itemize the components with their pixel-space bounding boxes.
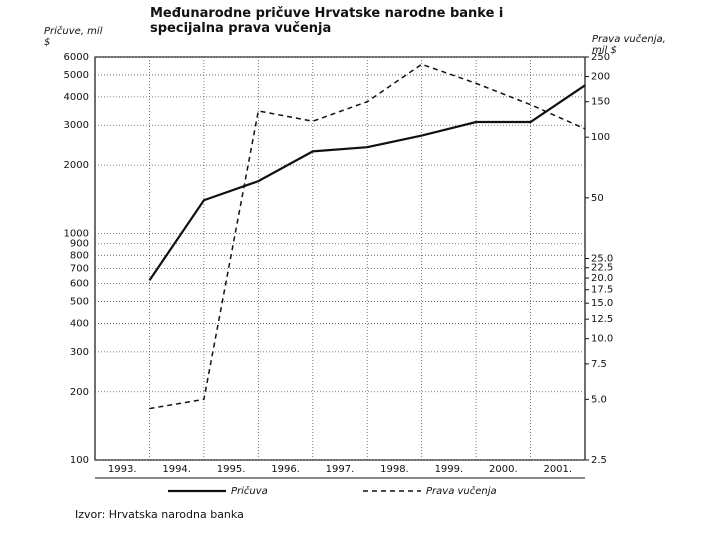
data-line <box>148 84 586 282</box>
y2-tick-label: 200 <box>591 72 610 83</box>
chart-title: Međunarodne pričuve Hrvatske narodne ban… <box>150 6 504 36</box>
x-tick-label: 1995. <box>217 464 246 475</box>
y-tick-label: 6000 <box>64 52 89 63</box>
y2-tick-label: 50 <box>591 193 604 204</box>
x-tick-label: 2001. <box>543 464 572 475</box>
x-tick-label: 1999. <box>435 464 464 475</box>
y-tick-label: 3000 <box>64 120 89 131</box>
y2-tick-label: 17.5 <box>591 285 613 296</box>
legend-label: Pričuva <box>231 485 268 497</box>
y2-tick-label: 15.0 <box>591 298 613 309</box>
y2-tick-label: 22.5 <box>591 263 613 274</box>
y-tick-label: 200 <box>70 387 89 398</box>
y-tick-label: 4000 <box>64 92 89 103</box>
y2-tick-label: 2.5 <box>591 455 607 466</box>
legend-label: Prava vučenja <box>426 485 497 497</box>
y2-tick-label: 12.5 <box>591 314 613 325</box>
y2-axis-label: Prava vučenja, mil $ <box>592 34 666 56</box>
plot-frame <box>94 56 586 461</box>
source-note: Izvor: Hrvatska narodna banka <box>75 508 244 521</box>
data-line <box>149 63 586 410</box>
y2-tick-label: 100 <box>591 132 610 143</box>
y2-tick-label: 10.0 <box>591 334 613 345</box>
y2-tick-label: 250 <box>591 52 610 63</box>
y-tick-label: 2000 <box>64 160 89 171</box>
y-tick-label: 100 <box>70 455 89 466</box>
y2-tick-label: 150 <box>591 97 610 108</box>
x-tick-label: 1998. <box>380 464 409 475</box>
y-tick-label: 600 <box>70 279 89 290</box>
y-tick-label: 700 <box>70 263 89 274</box>
x-tick-label: 1994. <box>162 464 191 475</box>
x-tick-label: 1997. <box>326 464 355 475</box>
x-tick-label: 1996. <box>271 464 300 475</box>
y2-tick-label: 7.5 <box>591 359 607 370</box>
y-tick-label: 1000 <box>64 228 89 239</box>
y-tick-label: 900 <box>70 239 89 250</box>
x-tick-label: 2000. <box>489 464 518 475</box>
y-tick-label: 400 <box>70 319 89 330</box>
y2-tick-label: 20.0 <box>591 273 613 284</box>
x-tick-label: 1993. <box>108 464 137 475</box>
y-tick-label: 800 <box>70 250 89 261</box>
y2-tick-label: 5.0 <box>591 394 607 405</box>
y-tick-label: 300 <box>70 347 89 358</box>
y2-tick-label: 25.0 <box>591 254 613 265</box>
y-tick-label: 5000 <box>64 70 89 81</box>
y-tick-label: 500 <box>70 297 89 308</box>
y-axis-label: Pričuve, mil $ <box>44 26 103 48</box>
